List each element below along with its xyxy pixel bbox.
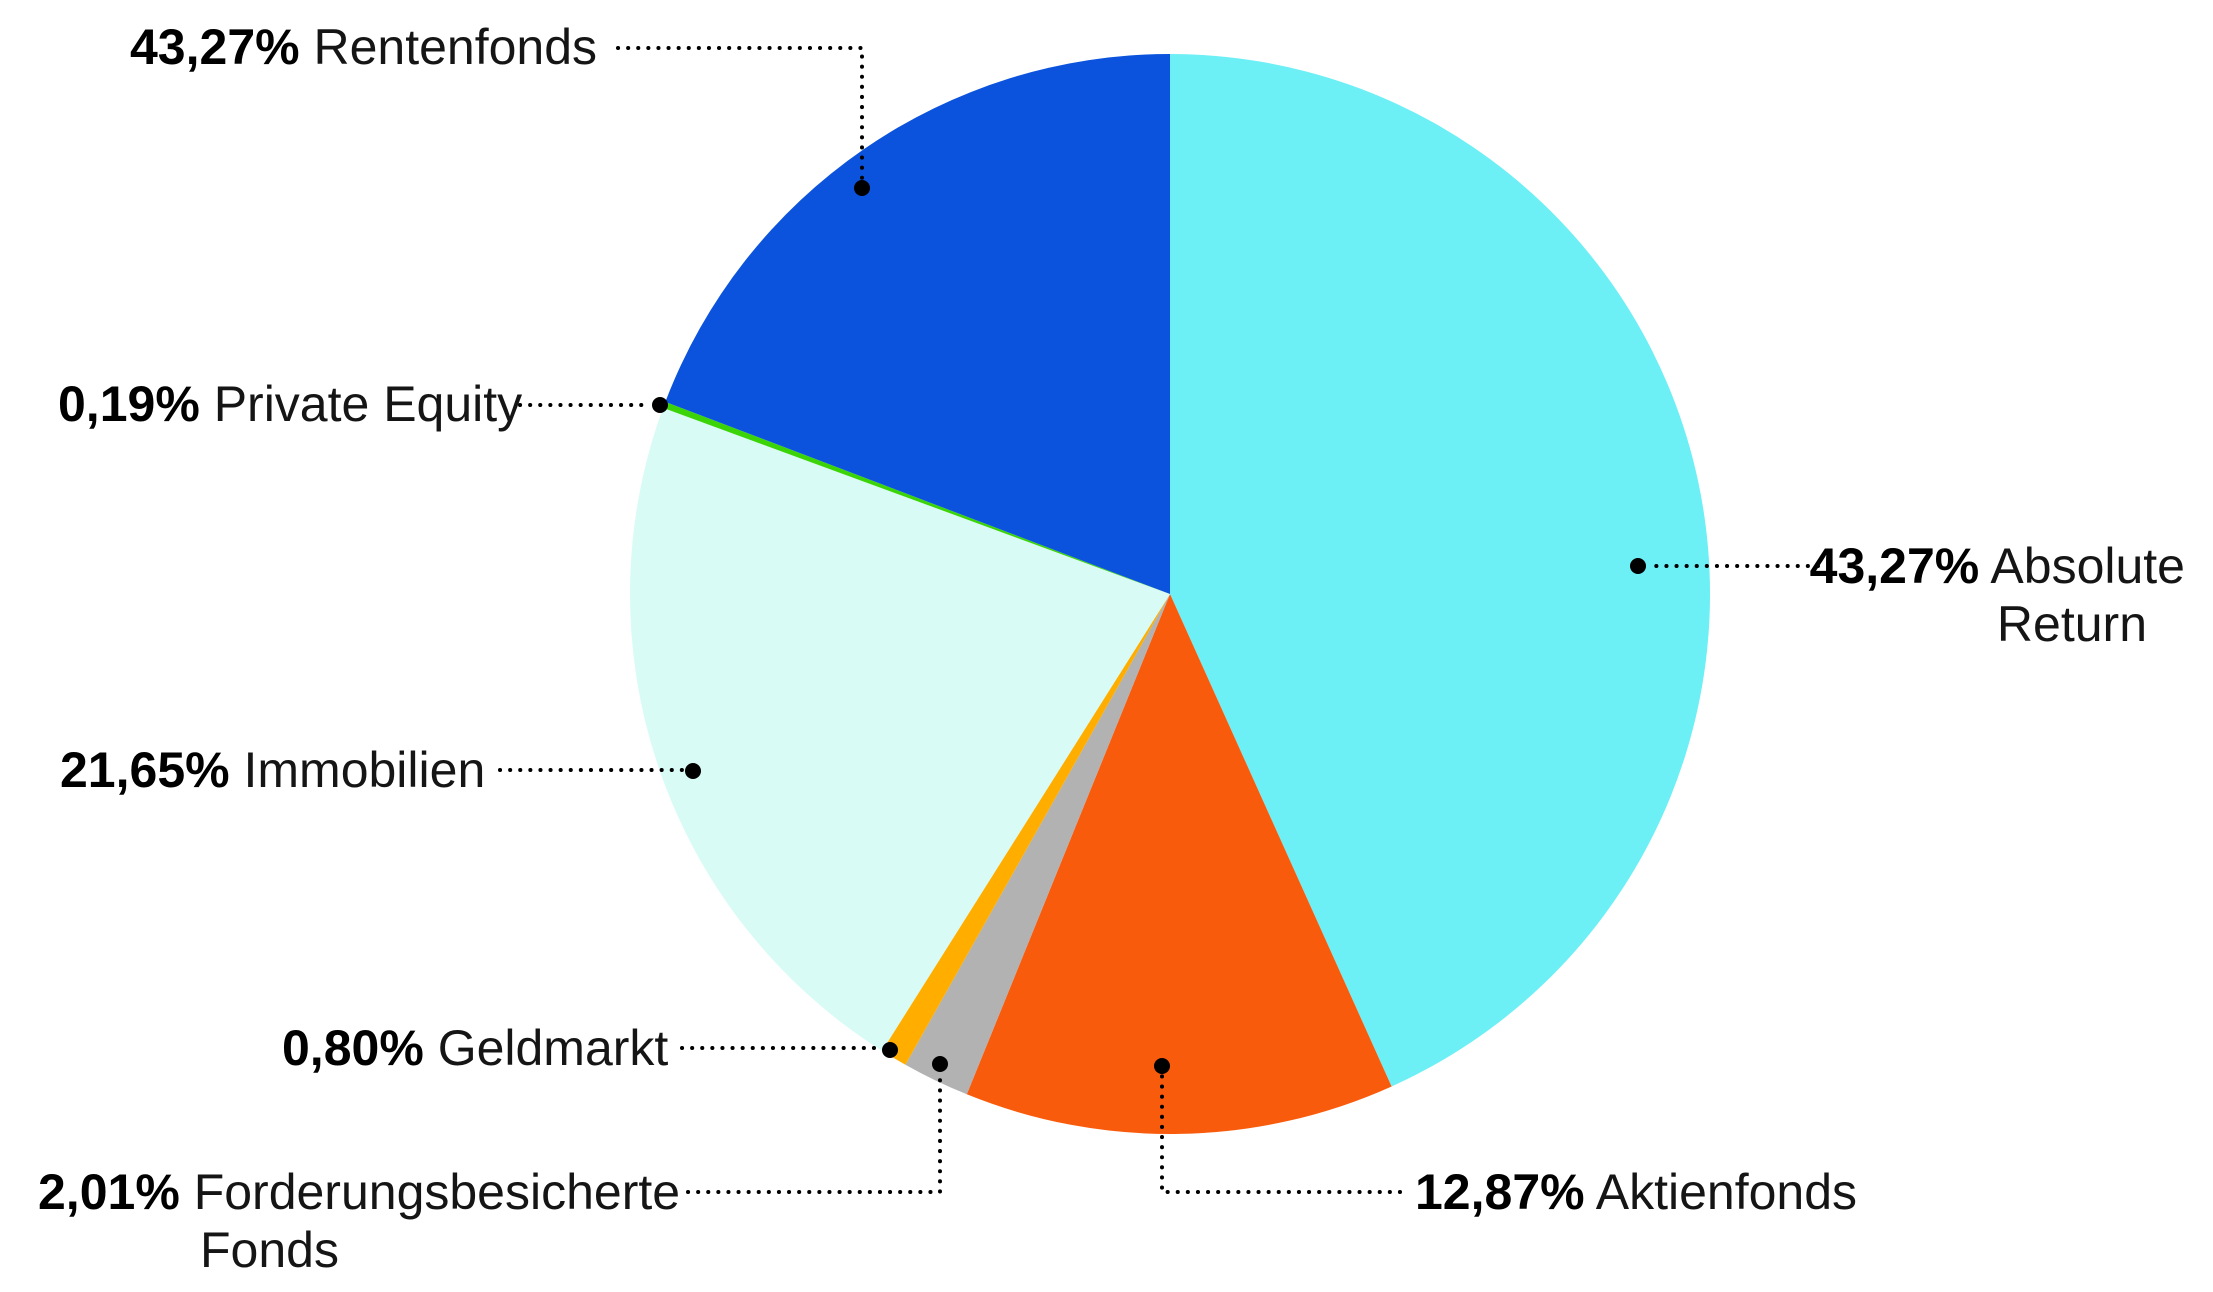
callout-absolute-return-pct: 43,27% xyxy=(1809,538,1980,594)
callout-aktienfonds-name: Aktienfonds xyxy=(1595,1164,1858,1220)
callout-immobilien: 21,65% Immobilien xyxy=(60,741,485,799)
pie-slice-immobilien xyxy=(629,407,1170,1051)
callout-forderungsbesicherte-line2: Fonds xyxy=(200,1222,339,1278)
callout-absolute-return-line1: 43,27% Absolute xyxy=(1810,537,2185,595)
anchor-dot-private-equity xyxy=(652,397,668,413)
anchor-dot-geldmarkt xyxy=(882,1042,898,1058)
callout-private-equity-name: Private Equity xyxy=(213,376,523,432)
callout-private-equity: 0,19% Private Equity xyxy=(58,375,522,433)
callout-aktienfonds-pct: 12,87% xyxy=(1415,1164,1585,1220)
pie-slice-rentenfonds xyxy=(665,54,1170,594)
pie-slice-forderungsbesicherte-fonds xyxy=(905,594,1170,1095)
callout-rentenfonds-name: Rentenfonds xyxy=(313,19,598,75)
pie-slice-aktienfonds xyxy=(966,594,1392,1135)
pie-slice-absolute-return xyxy=(1170,54,1711,1087)
anchor-dot-immobilien xyxy=(685,763,701,779)
callout-absolute-return: 43,27% Absolute Return xyxy=(1810,537,2185,653)
callout-geldmarkt-name: Geldmarkt xyxy=(437,1020,669,1076)
callout-private-equity-pct: 0,19% xyxy=(58,376,200,432)
callout-rentenfonds-pct: 43,27% xyxy=(130,19,300,75)
anchor-dot-absolute-return xyxy=(1630,558,1646,574)
anchor-dot-rentenfonds xyxy=(854,180,870,196)
callout-rentenfonds: 43,27% Rentenfonds xyxy=(130,18,597,76)
anchor-dot-aktienfonds xyxy=(1154,1058,1170,1074)
leader-line-forderungsbesicherte-fonds xyxy=(686,1072,942,1194)
callout-geldmarkt: 0,80% Geldmarkt xyxy=(282,1019,668,1077)
callout-forderungsbesicherte-line1: 2,01% Forderungsbesicherte xyxy=(38,1163,680,1221)
callout-geldmarkt-pct: 0,80% xyxy=(282,1020,424,1076)
callout-absolute-return-name: Absolute xyxy=(1990,538,2185,594)
anchor-dot-forderungsbesicherte-fonds xyxy=(932,1056,948,1072)
callout-forderungsbesicherte-fonds: 2,01% Forderungsbesicherte Fonds xyxy=(38,1163,680,1279)
callout-forderungsbesicherte-name: Forderungsbesicherte xyxy=(193,1164,681,1220)
leader-line-aktienfonds xyxy=(1160,1074,1402,1194)
callout-forderungsbesicherte-pct: 2,01% xyxy=(38,1164,180,1220)
pie-slice-private-equity xyxy=(663,401,1170,594)
callout-aktienfonds: 12,87% Aktienfonds xyxy=(1415,1163,1857,1221)
leader-line-rentenfonds xyxy=(616,46,864,180)
callout-immobilien-pct: 21,65% xyxy=(60,742,230,798)
pie-slice-geldmarkt xyxy=(882,594,1170,1065)
callout-immobilien-name: Immobilien xyxy=(243,742,486,798)
callout-absolute-return-line2: Return xyxy=(1996,596,2147,652)
